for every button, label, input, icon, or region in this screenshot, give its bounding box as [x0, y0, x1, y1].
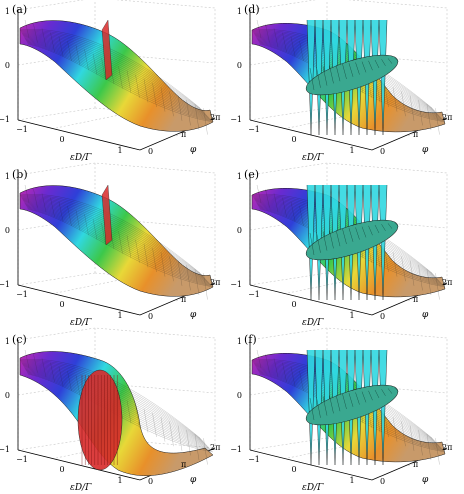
zigzag-band — [305, 19, 399, 136]
x-axis-label: εD/Γ — [302, 153, 324, 163]
panel-label: (f) — [244, 333, 257, 346]
y-tick-label: 0 — [148, 147, 153, 156]
y-axis-label: φ — [422, 475, 429, 485]
y-tick-label: 2π — [210, 443, 220, 452]
panel-label: (e) — [244, 168, 260, 181]
x-axis-label: εD/Γ — [70, 318, 92, 328]
x-tick-label: 0 — [59, 300, 64, 309]
surface-plot: 1 0 −1 −1 0 1 0 π 2π εD/Γ φ — [0, 162, 220, 328]
x-axis-label: εD/Γ — [70, 483, 92, 493]
z-tick-label: 0 — [237, 226, 242, 235]
y-tick-label: π — [413, 130, 418, 139]
x-tick-label: 0 — [59, 135, 64, 144]
z-tick-label: 0 — [237, 391, 242, 400]
y-tick-label: 0 — [380, 147, 385, 156]
x-axis-label: εD/Γ — [302, 318, 324, 328]
y-tick-label: π — [181, 460, 186, 469]
y-tick-label: 0 — [380, 312, 385, 321]
x-tick-label: −1 — [248, 455, 260, 464]
y-tick-label: 2π — [442, 113, 452, 122]
y-tick-label: 2π — [442, 443, 452, 452]
surface-plot: 1 0 −1 −1 0 1 0 π 2π εD/Γ φ — [0, 327, 220, 493]
panel-e: 1 0 −1 −1 0 1 0 π 2π εD/Γ φ (e) — [230, 162, 464, 329]
surface-plot: 1 0 −1 −1 0 1 0 π 2π εD/Γ φ — [0, 0, 220, 163]
z-tick-label: 1 — [237, 7, 242, 16]
x-tick-label: 1 — [117, 476, 122, 485]
panel-label: (d) — [244, 3, 260, 16]
surface — [19, 349, 214, 476]
panel-label: (a) — [12, 3, 28, 16]
y-tick-label: π — [413, 460, 418, 469]
z-tick-label: −1 — [0, 115, 10, 124]
x-tick-label: −1 — [248, 290, 260, 299]
surface — [251, 349, 446, 466]
y-axis-label: φ — [190, 145, 197, 155]
y-tick-label: π — [181, 295, 186, 304]
y-tick-label: 2π — [210, 278, 220, 287]
zigzag-band — [305, 184, 399, 301]
x-tick-label: 1 — [117, 311, 122, 320]
x-tick-label: 1 — [117, 146, 122, 155]
z-tick-label: 1 — [237, 337, 242, 346]
zigzag-band — [305, 349, 399, 466]
y-axis-label: φ — [422, 145, 429, 155]
x-tick-label: −1 — [16, 455, 28, 464]
panel-b: 1 0 −1 −1 0 1 0 π 2π εD/Γ φ (b) — [0, 162, 232, 329]
y-axis-label: φ — [190, 475, 197, 485]
y-tick-label: 0 — [148, 312, 153, 321]
surface — [19, 184, 214, 300]
panel-c: 1 0 −1 −1 0 1 0 π 2π εD/Γ φ (c) — [0, 327, 232, 494]
surface-plot: 1 0 −1 −1 0 1 0 π 2π εD/Γ φ — [230, 327, 452, 493]
x-tick-label: 1 — [349, 476, 354, 485]
z-tick-label: −1 — [230, 280, 242, 289]
x-axis-label: εD/Γ — [302, 483, 324, 493]
surface-plot: 1 0 −1 −1 0 1 0 π 2π εD/Γ φ — [230, 162, 452, 328]
z-tick-label: −1 — [0, 280, 10, 289]
x-tick-label: −1 — [248, 125, 260, 134]
z-tick-label: −1 — [230, 445, 242, 454]
z-tick-label: 1 — [5, 7, 10, 16]
y-tick-label: π — [413, 295, 418, 304]
z-tick-label: 0 — [5, 61, 10, 70]
z-tick-label: 1 — [5, 172, 10, 181]
z-tick-label: −1 — [0, 445, 10, 454]
y-tick-label: 2π — [442, 278, 452, 287]
z-tick-label: 1 — [5, 337, 10, 346]
x-tick-label: 1 — [349, 146, 354, 155]
z-tick-label: 0 — [237, 61, 242, 70]
surface — [19, 19, 214, 135]
z-tick-label: 0 — [5, 226, 10, 235]
panel-label: (b) — [12, 168, 28, 181]
x-tick-label: 0 — [291, 465, 296, 474]
x-tick-label: 0 — [291, 300, 296, 309]
y-tick-label: 0 — [380, 477, 385, 486]
y-axis-label: φ — [190, 310, 197, 320]
panel-a: 1 0 −1 −1 0 1 0 π 2π εD/Γ φ (a) — [0, 0, 232, 164]
panel-d: 1 0 −1 −1 0 1 0 π 2π εD/Γ φ (d) — [230, 0, 464, 164]
surface — [251, 19, 446, 136]
x-tick-label: −1 — [16, 125, 28, 134]
y-tick-label: 0 — [148, 477, 153, 486]
z-tick-label: −1 — [230, 115, 242, 124]
y-tick-label: π — [181, 130, 186, 139]
surface — [251, 184, 446, 301]
z-tick-label: 0 — [5, 391, 10, 400]
x-tick-label: 1 — [349, 311, 354, 320]
panel-f: 1 0 −1 −1 0 1 0 π 2π εD/Γ φ (f) — [230, 327, 464, 494]
y-axis-label: φ — [422, 310, 429, 320]
x-tick-label: 0 — [291, 135, 296, 144]
z-tick-label: 1 — [237, 172, 242, 181]
surface-plot: 1 0 −1 −1 0 1 0 π 2π εD/Γ φ — [230, 0, 452, 163]
panel-label: (c) — [12, 333, 27, 346]
x-tick-label: 0 — [59, 465, 64, 474]
x-axis-label: εD/Γ — [70, 153, 92, 163]
y-tick-label: 2π — [210, 113, 220, 122]
x-tick-label: −1 — [16, 290, 28, 299]
